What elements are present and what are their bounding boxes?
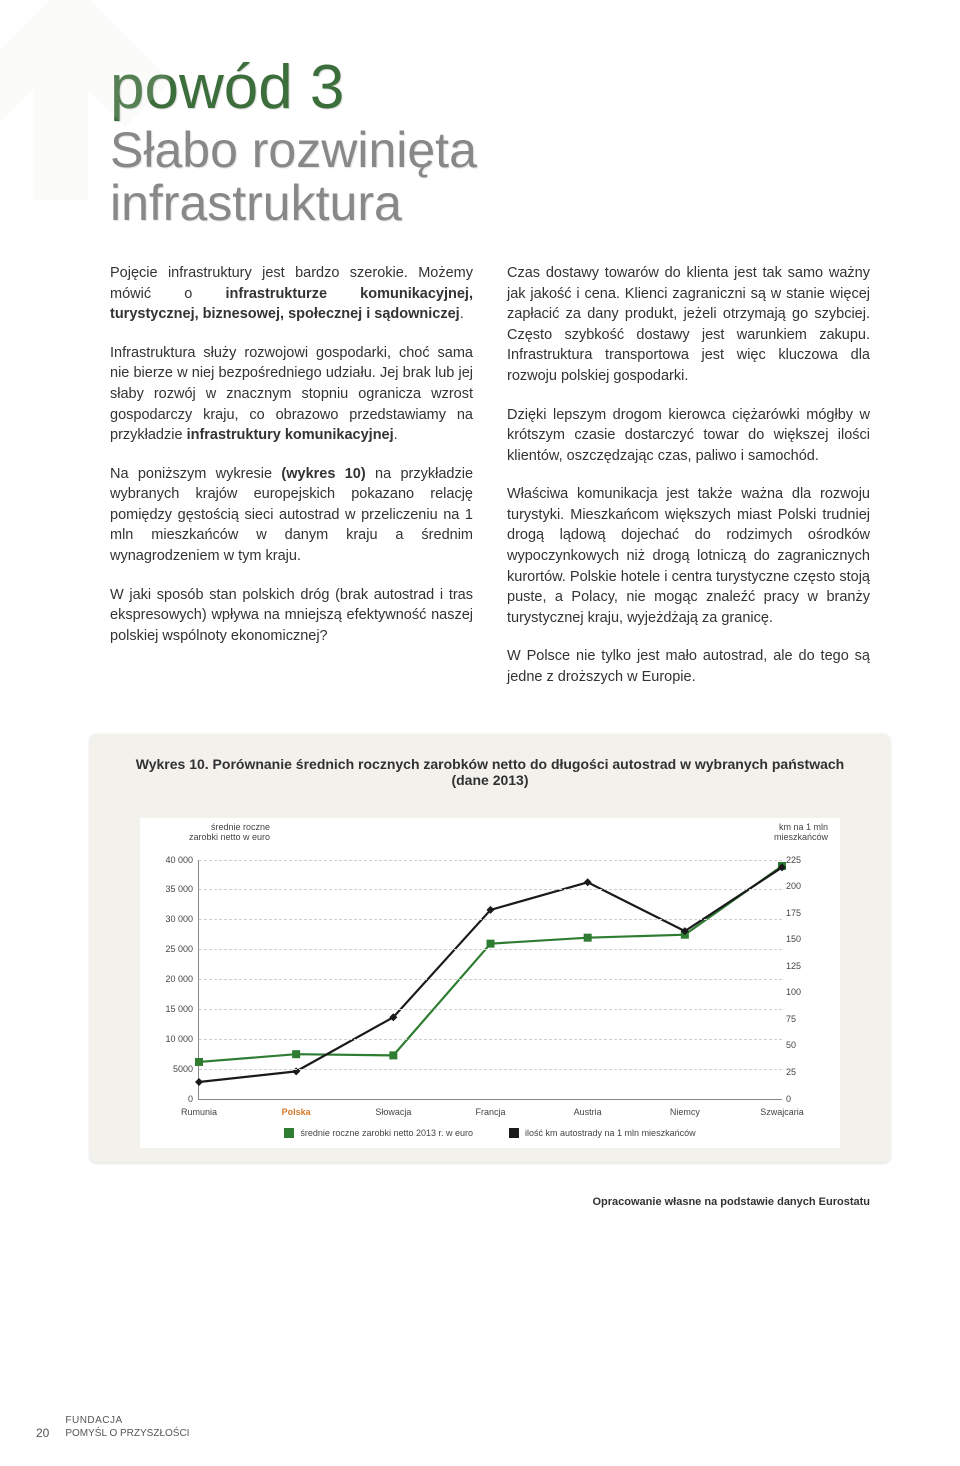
left-p2: Infrastruktura służy rozwojowi gospodark… xyxy=(110,343,473,446)
xtick: Polska xyxy=(282,1107,311,1117)
body-columns: Pojęcie infrastruktury jest bardzo szero… xyxy=(110,263,870,705)
ytick-right: 175 xyxy=(786,908,816,918)
left-p1: Pojęcie infrastruktury jest bardzo szero… xyxy=(110,263,473,325)
ytick-left: 0 xyxy=(149,1094,193,1104)
ytick-right: 150 xyxy=(786,934,816,944)
right-axis-label: km na 1 mlnmieszkańców xyxy=(748,822,828,844)
ytick-left: 15 000 xyxy=(149,1004,193,1014)
ytick-left: 25 000 xyxy=(149,944,193,954)
xtick: Słowacja xyxy=(375,1107,411,1117)
ytick-left: 30 000 xyxy=(149,914,193,924)
legend-item-2: ilość km autostrady na 1 mln mieszkańców xyxy=(509,1128,696,1138)
text: . xyxy=(394,427,398,443)
chart-source: Opracowanie własne na podstawie danych E… xyxy=(110,1196,870,1208)
ytick-right: 125 xyxy=(786,961,816,971)
chart-legend: średnie roczne zarobki netto 2013 r. w e… xyxy=(154,1128,826,1138)
xtick: Rumunia xyxy=(181,1107,217,1117)
left-axis-label: średnie rocznezarobki netto w euro xyxy=(170,822,270,844)
ytick-left: 35 000 xyxy=(149,884,193,894)
legend-swatch-1 xyxy=(284,1128,294,1138)
chart-wrap: średnie rocznezarobki netto w euro km na… xyxy=(140,818,840,1148)
legend-swatch-2 xyxy=(509,1128,519,1138)
text: . xyxy=(460,306,464,322)
page-footer: 20 FUNDACJA POMYŚL O PRZYSZŁOŚCI xyxy=(36,1415,189,1440)
xtick: Szwajcaria xyxy=(760,1107,804,1117)
chart-title: Wykres 10. Porównanie średnich rocznych … xyxy=(118,756,862,788)
ytick-right: 50 xyxy=(786,1040,816,1050)
title-small: powód 3 xyxy=(110,55,870,120)
legend-label-1: średnie roczne zarobki netto 2013 r. w e… xyxy=(300,1128,473,1138)
legend-item-1: średnie roczne zarobki netto 2013 r. w e… xyxy=(284,1128,473,1138)
page-number: 20 xyxy=(36,1426,49,1440)
text: Na poniższym wykresie xyxy=(110,466,281,482)
ytick-right: 100 xyxy=(786,987,816,997)
ytick-right: 25 xyxy=(786,1067,816,1077)
ytick-right: 75 xyxy=(786,1014,816,1024)
text-bold: (wykres 10) xyxy=(281,466,365,482)
right-p3: Właściwa komunikacja jest także ważna dl… xyxy=(507,484,870,628)
xtick: Austria xyxy=(574,1107,602,1117)
ytick-left: 20 000 xyxy=(149,974,193,984)
right-p2: Dzięki lepszym drogom kierowca ciężarówk… xyxy=(507,405,870,467)
text-bold: infrastruktury komunikacyjnej xyxy=(187,427,394,443)
ytick-left: 10 000 xyxy=(149,1034,193,1044)
footer-org-line1: FUNDACJA xyxy=(65,1415,189,1428)
chart-plot-area: 0500010 00015 00020 00025 00030 00035 00… xyxy=(198,860,782,1100)
ytick-right: 200 xyxy=(786,881,816,891)
title-line1: Słabo rozwinięta xyxy=(110,122,477,178)
right-p4: W Polsce nie tylko jest mało autostrad, … xyxy=(507,646,870,687)
legend-label-2: ilość km autostrady na 1 mln mieszkańców xyxy=(525,1128,696,1138)
chart-panel: Wykres 10. Porównanie średnich rocznych … xyxy=(90,734,890,1162)
ytick-left: 5000 xyxy=(149,1064,193,1074)
title-main: Słabo rozwinięta infrastruktura xyxy=(110,124,870,229)
left-p4: W jaki sposób stan polskich dróg (brak a… xyxy=(110,585,473,647)
xtick: Niemcy xyxy=(670,1107,700,1117)
title-line2: infrastruktura xyxy=(110,175,402,231)
column-left: Pojęcie infrastruktury jest bardzo szero… xyxy=(110,263,473,705)
xtick: Francja xyxy=(475,1107,505,1117)
column-right: Czas dostawy towarów do klienta jest tak… xyxy=(507,263,870,705)
ytick-right: 0 xyxy=(786,1094,816,1104)
footer-org: FUNDACJA POMYŚL O PRZYSZŁOŚCI xyxy=(65,1415,189,1440)
ytick-right: 225 xyxy=(786,855,816,865)
right-p1: Czas dostawy towarów do klienta jest tak… xyxy=(507,263,870,386)
ytick-left: 40 000 xyxy=(149,855,193,865)
footer-org-line2: POMYŚL O PRZYSZŁOŚCI xyxy=(65,1428,189,1441)
left-p3: Na poniższym wykresie (wykres 10) na prz… xyxy=(110,464,473,567)
